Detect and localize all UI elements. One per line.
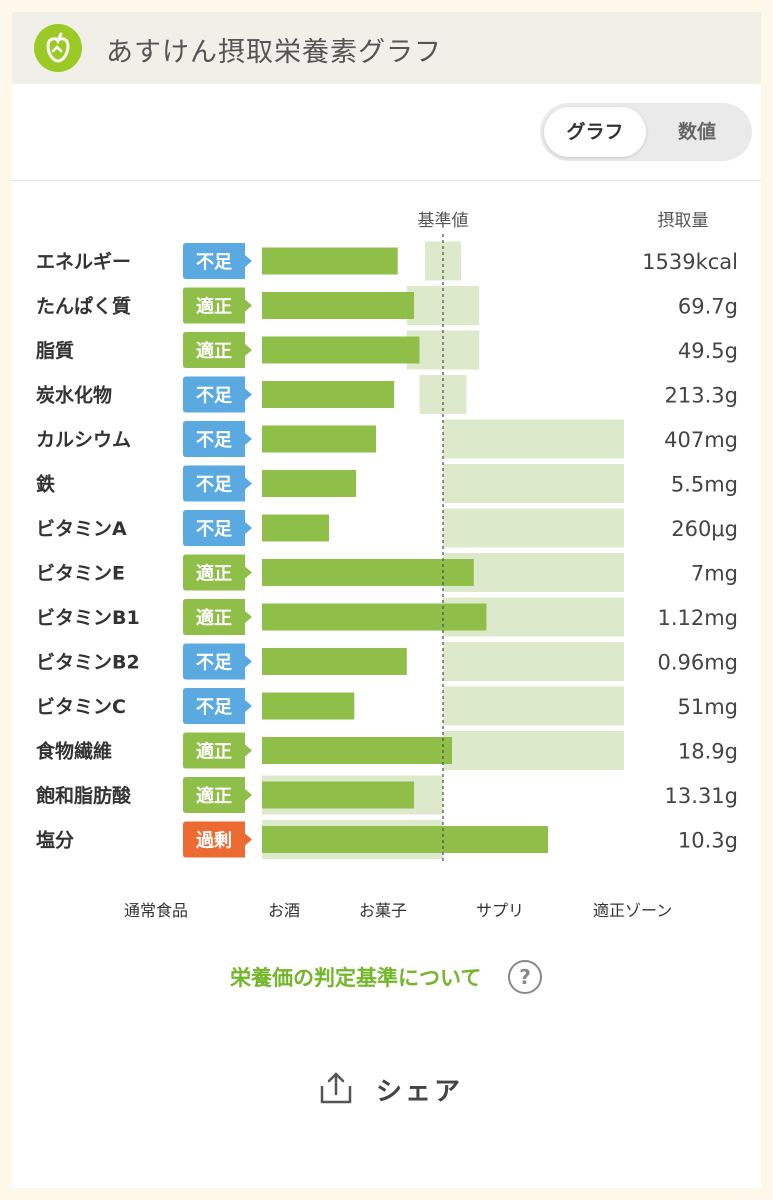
nutrient-label: 塩分 bbox=[36, 829, 74, 852]
intake-value: 18.9g bbox=[678, 740, 738, 764]
status-badge bbox=[183, 554, 252, 591]
nutrient-label: 食物繊維 bbox=[36, 740, 112, 763]
intake-value: 13.31g bbox=[665, 784, 738, 808]
status-badge bbox=[183, 465, 252, 502]
intake-value: 213.3g bbox=[665, 384, 738, 408]
nutrient-label: エネルギー bbox=[36, 251, 131, 273]
status-badge bbox=[183, 688, 252, 724]
status-badge bbox=[183, 243, 252, 279]
nutrient-label: 飽和脂肪酸 bbox=[35, 784, 132, 807]
intake-value: 1539kcal bbox=[642, 250, 738, 274]
optimal-zone bbox=[443, 731, 624, 770]
intake-bar bbox=[262, 425, 377, 453]
app-title: あすけん摂取栄養素グラフ bbox=[106, 37, 442, 68]
status-badge-label: 適正 bbox=[196, 563, 232, 585]
status-badge-label: 不足 bbox=[196, 430, 232, 451]
status-badge bbox=[183, 376, 252, 413]
reference-label: 基準値 bbox=[418, 211, 469, 231]
nutrient-label: ビタミンB1 bbox=[36, 607, 140, 629]
status-badge-label: 不足 bbox=[196, 252, 232, 273]
status-badge-label: 適正 bbox=[196, 340, 232, 362]
optimal-zone bbox=[443, 464, 624, 503]
intake-bar bbox=[262, 737, 453, 764]
intake-bar bbox=[262, 692, 355, 720]
status-badge-label: 適正 bbox=[196, 296, 232, 318]
nutrient-label: たんぱく質 bbox=[36, 295, 131, 318]
intake-bar bbox=[262, 781, 415, 809]
asken-logo-icon bbox=[34, 24, 82, 72]
app-header: あすけん摂取栄養素グラフ bbox=[12, 12, 761, 84]
intake-value: 0.96mg bbox=[657, 651, 738, 675]
intake-bar bbox=[262, 470, 357, 497]
status-badge-label: 不足 bbox=[196, 697, 232, 718]
nutrient-label: 炭水化物 bbox=[36, 384, 112, 407]
intake-bar bbox=[262, 514, 329, 542]
status-badge bbox=[183, 332, 252, 368]
optimal-zone bbox=[443, 508, 624, 548]
status-badge bbox=[183, 599, 252, 635]
intake-value: 1.12mg bbox=[657, 606, 738, 630]
nutrient-label: ビタミンE bbox=[36, 563, 125, 585]
intake-bar bbox=[262, 603, 487, 631]
share-icon[interactable] bbox=[318, 1070, 354, 1106]
divider bbox=[12, 180, 761, 181]
intake-value: 260μg bbox=[671, 517, 738, 541]
criteria-link[interactable]: 栄養価の判定基準について bbox=[230, 966, 482, 990]
nutrient-label: 脂質 bbox=[36, 339, 74, 362]
intake-value: 49.5g bbox=[678, 339, 738, 363]
intake-bar bbox=[262, 559, 474, 586]
status-badge bbox=[183, 777, 252, 813]
intake-value: 7mg bbox=[691, 562, 738, 586]
nutrient-label: ビタミンB2 bbox=[36, 652, 140, 674]
intake-bar bbox=[262, 381, 395, 408]
value-header: 摂取量 bbox=[658, 211, 709, 231]
legend-label: 適正ゾーン bbox=[593, 901, 673, 920]
legend-label: サプリ bbox=[476, 901, 525, 920]
nutrient-label: カルシウム bbox=[36, 429, 131, 451]
view-toggle: グラフ 数値 bbox=[540, 103, 752, 161]
intake-value: 51mg bbox=[677, 695, 738, 719]
legend-label: お菓子 bbox=[359, 901, 408, 920]
status-badge-label: 不足 bbox=[196, 386, 232, 407]
intake-bar bbox=[262, 336, 420, 364]
nutrient-card: あすけん摂取栄養素グラフ グラフ 数値 基準値 摂取量 エネルギー 不足 1539kca… bbox=[12, 12, 761, 1188]
status-badge-label: 不足 bbox=[196, 519, 232, 540]
nutrient-label: ビタミンA bbox=[36, 518, 127, 540]
status-badge bbox=[183, 643, 252, 680]
status-badge-label: 不足 bbox=[196, 653, 232, 674]
status-badge-label: 適正 bbox=[196, 785, 232, 807]
intake-bar bbox=[262, 826, 548, 853]
intake-value: 407mg bbox=[664, 428, 738, 452]
legend-label: お酒 bbox=[268, 901, 301, 920]
status-badge bbox=[183, 732, 252, 769]
intake-value: 5.5mg bbox=[671, 473, 738, 497]
status-badge-label: 適正 bbox=[196, 607, 232, 629]
toggle-graph[interactable]: グラフ bbox=[544, 107, 646, 157]
question-icon[interactable]: ? bbox=[508, 960, 542, 994]
intake-value: 69.7g bbox=[678, 295, 738, 319]
intake-bar bbox=[262, 648, 407, 675]
status-badge bbox=[183, 421, 252, 457]
share-button[interactable]: シェア bbox=[376, 1077, 464, 1107]
optimal-zone bbox=[443, 419, 624, 459]
legend-label: 通常食品 bbox=[124, 901, 189, 920]
optimal-zone bbox=[419, 375, 467, 414]
status-badge bbox=[183, 287, 252, 324]
intake-bar bbox=[262, 247, 398, 275]
optimal-zone bbox=[443, 686, 624, 726]
status-badge bbox=[183, 821, 252, 858]
status-badge-label: 過剰 bbox=[196, 830, 232, 852]
intake-value: 10.3g bbox=[678, 829, 738, 853]
nutrient-label: 鉄 bbox=[36, 473, 55, 496]
status-badge-label: 適正 bbox=[196, 741, 232, 763]
toggle-numeric[interactable]: 数値 bbox=[677, 121, 716, 143]
optimal-zone bbox=[443, 642, 624, 681]
nutrient-label: ビタミンC bbox=[36, 696, 126, 718]
status-badge bbox=[183, 510, 252, 546]
status-badge-label: 不足 bbox=[196, 475, 232, 496]
intake-bar bbox=[262, 292, 415, 319]
